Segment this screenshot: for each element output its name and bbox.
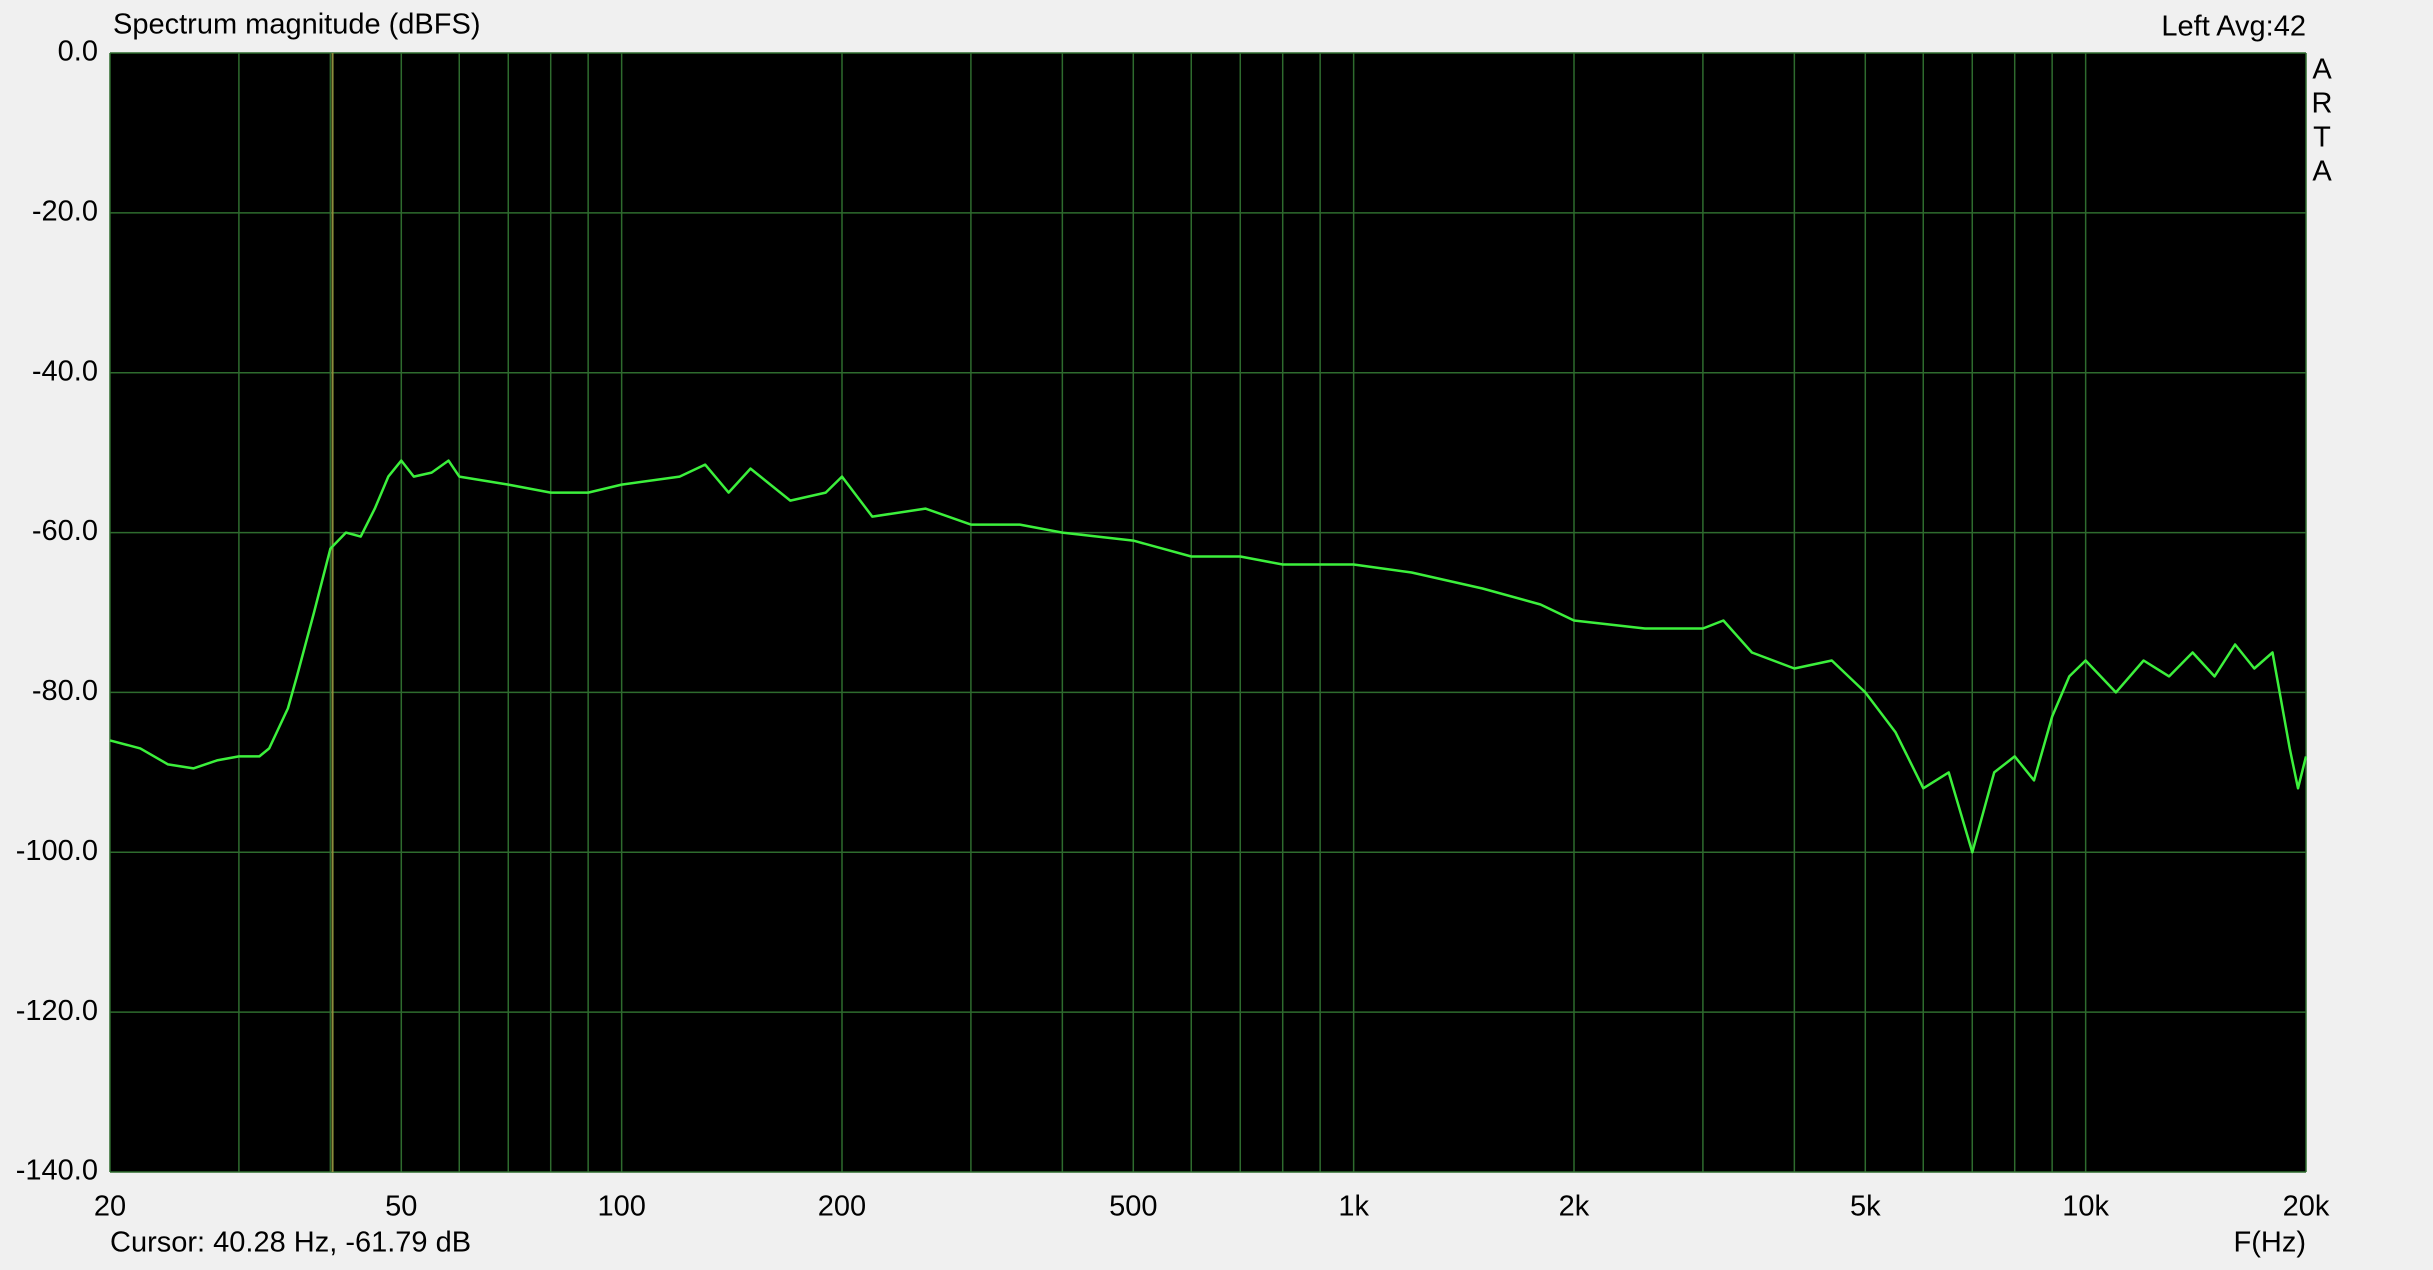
x-tick-label: 10k	[2062, 1191, 2109, 1223]
x-axis-label: F(Hz)	[2234, 1227, 2306, 1259]
y-tick-label: -20.0	[32, 196, 98, 228]
x-tick-label: 20	[94, 1191, 126, 1223]
brand-letter: T	[2313, 122, 2331, 154]
x-tick-label: 1k	[1338, 1191, 1369, 1223]
brand-letter: A	[2312, 156, 2332, 188]
brand-letter: A	[2312, 54, 2332, 86]
y-tick-label: -100.0	[16, 835, 98, 867]
x-tick-label: 50	[385, 1191, 417, 1223]
y-tick-label: -60.0	[32, 515, 98, 547]
x-tick-label: 2k	[1559, 1191, 1590, 1223]
x-tick-label: 500	[1109, 1191, 1157, 1223]
chart-title: Spectrum magnitude (dBFS)	[113, 9, 480, 41]
x-tick-label: 100	[597, 1191, 645, 1223]
plot-area	[110, 53, 2306, 1172]
x-tick-label: 20k	[2283, 1191, 2330, 1223]
cursor-text: Cursor: 40.28 Hz, -61.79 dB	[110, 1227, 471, 1259]
y-tick-label: -80.0	[32, 675, 98, 707]
channel-text: Left Avg:42	[2161, 11, 2306, 43]
x-tick-label: 5k	[1850, 1191, 1881, 1223]
y-tick-label: -140.0	[16, 1155, 98, 1187]
x-tick-label: 200	[818, 1191, 866, 1223]
y-tick-label: -120.0	[16, 995, 98, 1027]
y-tick-label: -40.0	[32, 355, 98, 387]
y-tick-label: 0.0	[58, 36, 98, 68]
spectrum-line	[109, 459, 2308, 854]
brand-letter: R	[2312, 88, 2333, 120]
